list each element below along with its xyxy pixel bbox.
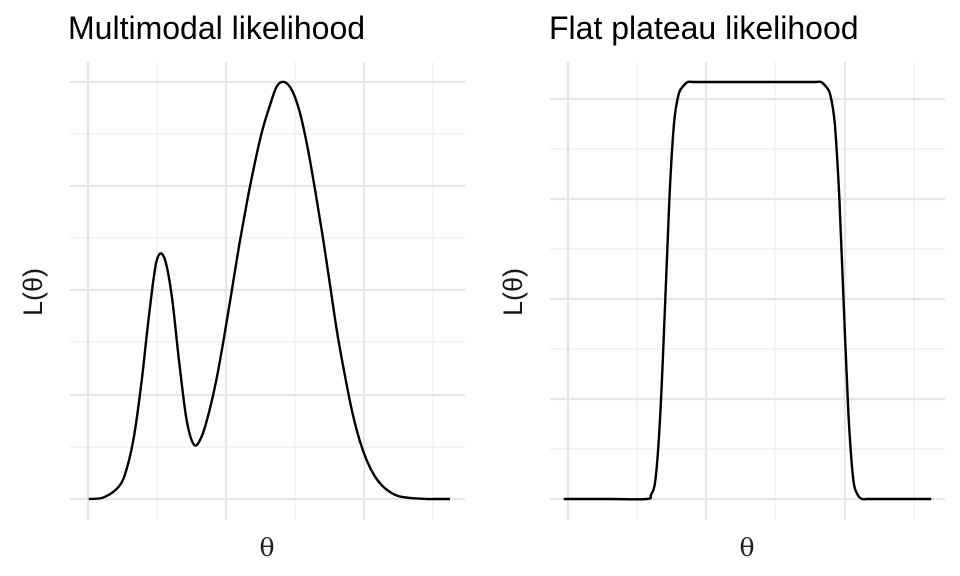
- likelihood-line-plateau: [563, 80, 932, 501]
- chart-title-plateau: Flat plateau likelihood: [549, 10, 859, 46]
- y-axis-title-plateau: L(θ): [498, 268, 528, 316]
- x-axis-title-plateau: θ: [739, 533, 754, 562]
- x-axis-title-multimodal: θ: [259, 533, 274, 562]
- grid-plateau: [550, 62, 945, 520]
- panel-multimodal: Multimodal likelihood θ L(θ): [18, 10, 465, 562]
- y-axis-title-multimodal: L(θ): [18, 268, 48, 316]
- likelihood-line-multimodal: [88, 80, 450, 501]
- panel-plateau: Flat plateau likelihood θ L(θ): [498, 10, 945, 562]
- grid-multimodal: [70, 62, 465, 520]
- chart-title-multimodal: Multimodal likelihood: [68, 10, 365, 46]
